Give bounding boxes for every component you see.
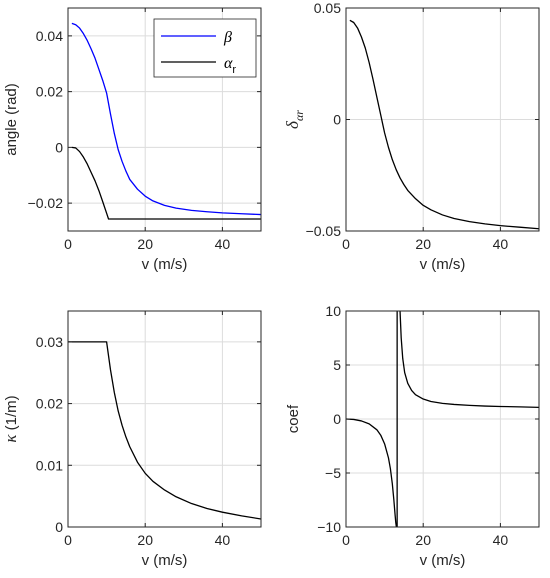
x-tick-label: 0: [64, 236, 72, 252]
series-line-s0-seg0: [346, 418, 398, 527]
series-line-s0-seg2: [399, 311, 539, 408]
y-tick-label: 0.05: [314, 0, 341, 16]
x-tick-label: 40: [493, 236, 509, 252]
x-axis-label: v (m/s): [142, 256, 188, 273]
y-tick-label: 5: [333, 357, 341, 373]
x-tick-label: 0: [342, 532, 350, 548]
y-tick-label: −0.05: [306, 223, 342, 239]
axes-frame: [67, 7, 262, 232]
x-axis-label: v (m/s): [420, 552, 466, 569]
y-tick-label: 0.01: [36, 457, 63, 473]
series-line-s0: [71, 22, 261, 216]
x-tick-label: 0: [64, 532, 72, 548]
chart-p1: 0 20 40 −0.02 0 0.02 0.04 v (m/s) angle (rad) β αr: [3, 7, 262, 273]
legend-box: [153, 18, 257, 78]
y-tick-label: 0: [55, 139, 63, 155]
series-line-r: [71, 146, 261, 220]
x-axis-label: v (m/s): [142, 552, 188, 569]
y-tick-label: 0.03: [36, 334, 63, 350]
y-tick-label: 0: [333, 411, 341, 427]
y-tick-label: 10: [325, 303, 341, 319]
y-tick-label: −5: [325, 465, 341, 481]
y-tick-label: 0.02: [36, 84, 63, 100]
y-axis-label: κ (1/m): [1, 395, 20, 442]
y-tick-label: 0: [333, 112, 341, 128]
x-tick-label: 40: [493, 532, 509, 548]
x-tick-label: 20: [137, 532, 153, 548]
y-tick-label: 0: [55, 519, 63, 535]
y-tick-label: 0.02: [36, 396, 63, 412]
x-tick-label: 40: [215, 532, 231, 548]
x-tick-label: 0: [342, 236, 350, 252]
chart-p3: 0 20 40 0 0.01 0.02 0.03 v (m/s) κ (1/m): [1, 310, 262, 569]
legend-label: αr: [224, 55, 236, 76]
legend: β αr: [153, 18, 257, 78]
series-line-s0: [68, 341, 261, 520]
y-axis-label: coef: [285, 404, 302, 433]
y-tick-label: −0.02: [28, 195, 64, 211]
x-axis-label: v (m/s): [420, 256, 466, 273]
chart-p4: 0 20 40 −10 −5 0 5 10 v (m/s) coef: [285, 303, 540, 569]
x-tick-label: 40: [215, 236, 231, 252]
x-tick-label: 20: [415, 532, 431, 548]
series-line-s0: [349, 19, 539, 230]
y-axis-label: angle (rad): [3, 83, 20, 156]
axes-frame: [67, 310, 262, 528]
y-axis-label: δαr: [283, 110, 306, 129]
x-tick-label: 20: [137, 236, 153, 252]
y-tick-label: 0.04: [36, 28, 63, 44]
legend-label: β: [223, 29, 232, 46]
x-tick-label: 20: [415, 236, 431, 252]
y-tick-label: −10: [317, 519, 341, 535]
